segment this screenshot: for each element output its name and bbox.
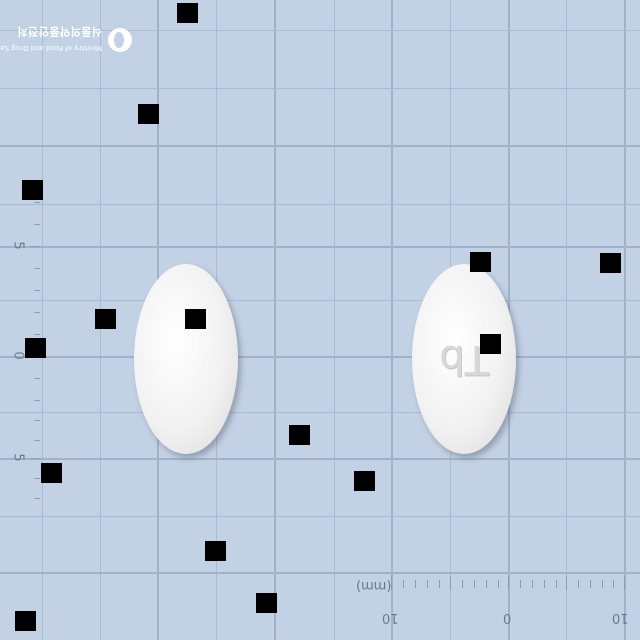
ruler-tick — [544, 580, 545, 588]
redaction-box — [256, 593, 277, 613]
ruler-tick — [462, 580, 463, 588]
ruler-tick — [474, 580, 475, 588]
grid-line — [0, 204, 640, 205]
redaction-box — [138, 104, 159, 124]
ruler-tick — [415, 580, 416, 588]
grid-line — [391, 0, 393, 640]
redaction-box — [41, 463, 62, 483]
pill-right: Tb — [412, 264, 516, 454]
ruler-tick — [613, 580, 614, 588]
redaction-box — [600, 253, 621, 273]
ruler-tick — [427, 580, 428, 588]
ruler-tick — [498, 580, 499, 588]
redaction-box — [205, 541, 226, 561]
scale-number-h: 10 — [612, 610, 629, 625]
ruler-tick — [602, 580, 603, 588]
grid-line — [0, 458, 640, 460]
grid-line — [0, 300, 640, 301]
grid-line — [334, 0, 335, 640]
grid-line — [0, 516, 640, 517]
ruler-tick — [450, 576, 451, 590]
ruler-tick — [34, 400, 40, 401]
grid-line — [0, 30, 640, 31]
redaction-box — [354, 471, 375, 491]
grid-line — [0, 356, 640, 358]
grid-line — [0, 572, 640, 574]
ruler-tick — [34, 440, 40, 441]
ruler-tick — [34, 312, 40, 313]
ruler-tick — [34, 224, 40, 225]
logo-korean-name: 식품의약품안전처 — [17, 25, 102, 38]
ruler-tick — [566, 576, 567, 590]
redaction-box — [289, 425, 310, 445]
redaction-box — [95, 309, 116, 329]
redaction-box — [22, 180, 43, 200]
grid-line — [0, 246, 640, 248]
grid-line — [274, 0, 276, 640]
mfds-logo: Ministry of Food and Drug Safety 식품의약품안전… — [0, 18, 136, 56]
pill-left — [134, 264, 238, 454]
grid-line — [0, 88, 640, 89]
redaction-box — [25, 338, 46, 358]
ruler-tick — [439, 580, 440, 588]
ruler-tick — [34, 420, 40, 421]
grid-line — [0, 412, 640, 413]
redaction-box — [470, 252, 491, 272]
scale-number-v: 5 — [10, 453, 26, 462]
redaction-box — [15, 611, 36, 631]
scale-number-v: 0 — [10, 351, 26, 360]
grid-line — [42, 0, 43, 640]
ruler-tick — [391, 576, 392, 590]
ruler-tick — [532, 580, 533, 588]
scale-number-h: 10 — [382, 610, 399, 625]
ruler-tick — [30, 458, 40, 459]
scale-unit-label: (mm) — [356, 578, 392, 593]
scale-number-v: 5 — [10, 241, 26, 250]
ruler-tick — [34, 498, 40, 499]
ruler-tick — [30, 246, 40, 247]
redaction-box — [177, 3, 198, 23]
ruler-tick — [34, 334, 40, 335]
redaction-box — [185, 309, 206, 329]
ruler-tick — [578, 580, 579, 588]
ruler-tick — [556, 580, 557, 588]
grid-line — [566, 0, 567, 640]
ruler-tick — [34, 378, 40, 379]
ruler-tick — [508, 576, 509, 590]
logo-english-name: Ministry of Food and Drug Safety — [0, 44, 102, 52]
scale-number-h: 0 — [503, 610, 512, 625]
grid-line — [624, 0, 626, 640]
redaction-box — [480, 334, 501, 354]
ruler-tick — [486, 580, 487, 588]
ruler-tick — [34, 268, 40, 269]
ruler-tick — [34, 290, 40, 291]
ruler-tick — [403, 580, 404, 588]
ruler-tick — [590, 580, 591, 588]
ruler-tick — [624, 576, 625, 590]
ruler-tick — [34, 202, 40, 203]
ruler-tick — [520, 580, 521, 588]
mfds-emblem-icon — [108, 28, 132, 52]
ruler-tick — [34, 478, 40, 479]
grid-line — [0, 145, 640, 147]
